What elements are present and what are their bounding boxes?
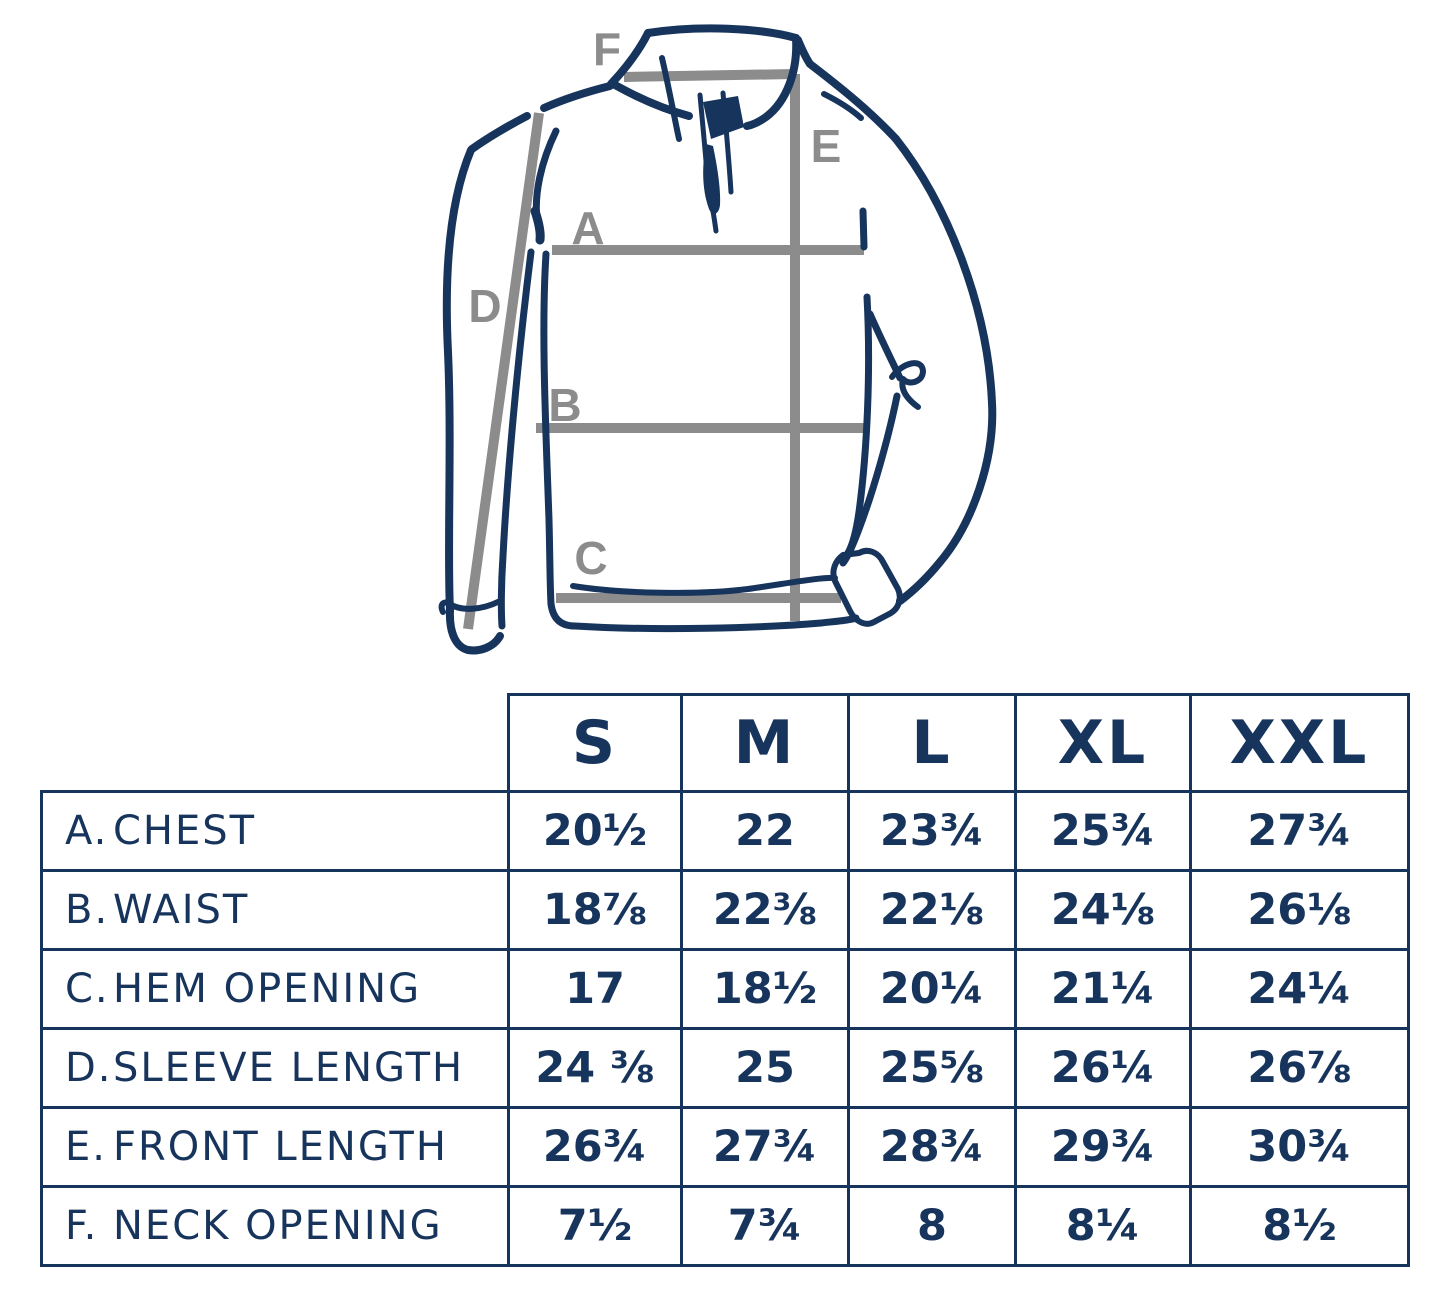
cell-value: 26¾ bbox=[507, 1106, 683, 1188]
shoulder-left-lower bbox=[468, 112, 531, 153]
zipper-slider bbox=[703, 144, 721, 214]
row-name: WAIST bbox=[113, 887, 250, 933]
collar-right-inner bbox=[821, 91, 864, 121]
row-key: C. bbox=[65, 966, 110, 1012]
measurement-lines bbox=[463, 69, 864, 630]
table-row-sleeve-length: D.SLEEVE LENGTH 24 ⅜ 25 25⅝ 26¼ 26⅞ bbox=[40, 1027, 1410, 1109]
size-header-row: S M L XL XXL bbox=[41, 693, 1410, 793]
measure-label-a: A bbox=[571, 202, 604, 254]
row-label: B.WAIST bbox=[40, 869, 510, 951]
size-header-xl: XL bbox=[1014, 693, 1192, 793]
cell-value: 22⅛ bbox=[847, 869, 1017, 951]
row-key: A. bbox=[65, 808, 109, 854]
collar-left-edge bbox=[607, 29, 652, 88]
cell-value: 20½ bbox=[507, 790, 683, 872]
cell-value: 23¾ bbox=[847, 790, 1017, 872]
row-label: F. NECK OPENING bbox=[40, 1185, 510, 1267]
row-key: B. bbox=[65, 887, 110, 933]
cell-value: 7½ bbox=[507, 1185, 683, 1267]
size-header-l: L bbox=[847, 693, 1017, 793]
row-key: E. bbox=[65, 1124, 107, 1170]
measure-line-f bbox=[623, 69, 795, 82]
cuff-left-line bbox=[438, 598, 503, 615]
zipper-tail bbox=[709, 203, 719, 234]
cell-value: 26⅞ bbox=[1189, 1027, 1410, 1109]
measurement-letters: F E A D B C bbox=[468, 23, 841, 584]
size-header-s: S bbox=[507, 693, 683, 793]
table-row-front-length: E. FRONT LENGTH 26¾ 27¾ 28¾ 29¾ 30¾ bbox=[40, 1106, 1410, 1188]
cuff-left-bottom bbox=[464, 632, 504, 655]
row-label: C.HEM OPENING bbox=[40, 948, 510, 1030]
collar-right-sweep bbox=[743, 34, 801, 130]
sleeve-right-inner-upper bbox=[866, 310, 904, 382]
row-name: HEM OPENING bbox=[113, 966, 422, 1012]
row-label: A. CHEST bbox=[40, 790, 510, 872]
table-row-neck-opening: F. NECK OPENING 7½ 7¾ 8 8¼ 8½ bbox=[40, 1185, 1410, 1267]
cell-value: 18⅞ bbox=[507, 869, 683, 951]
row-name: CHEST bbox=[113, 808, 257, 854]
zipper-pull bbox=[703, 96, 744, 139]
row-name: SLEEVE LENGTH bbox=[113, 1045, 465, 1091]
garment-diagram: F E A D B C bbox=[438, 23, 997, 655]
size-header-m: M bbox=[680, 693, 850, 793]
cell-value: 18½ bbox=[680, 948, 850, 1030]
cell-value: 24⅛ bbox=[1014, 869, 1192, 951]
cell-value: 7¾ bbox=[680, 1185, 850, 1267]
row-key: D. bbox=[65, 1045, 113, 1091]
shoulder-left-upper bbox=[540, 82, 614, 112]
row-name: FRONT LENGTH bbox=[113, 1124, 448, 1170]
cell-value: 17 bbox=[507, 948, 683, 1030]
table-row-hem-opening: C.HEM OPENING 17 18½ 20¼ 21¼ 24¼ bbox=[40, 948, 1410, 1030]
cell-value: 24 ⅜ bbox=[507, 1027, 683, 1109]
measure-label-f: F bbox=[593, 23, 621, 75]
shoulder-right bbox=[794, 36, 900, 143]
cell-value: 22 bbox=[680, 790, 850, 872]
sleeve-right-outer bbox=[892, 135, 997, 605]
hem-bottom bbox=[547, 600, 860, 633]
hem-top bbox=[570, 574, 838, 596]
armpit-left bbox=[530, 206, 545, 245]
cell-value: 29¾ bbox=[1014, 1106, 1192, 1188]
cell-value: 8¼ bbox=[1014, 1185, 1192, 1267]
cell-value: 27¾ bbox=[1189, 790, 1410, 872]
measure-label-d: D bbox=[468, 280, 501, 332]
elbow-flourish bbox=[889, 360, 926, 410]
garment-outline bbox=[438, 24, 997, 655]
measure-label-b: B bbox=[548, 379, 581, 431]
cell-value: 26⅛ bbox=[1189, 869, 1410, 951]
cuff-right bbox=[830, 547, 903, 627]
cell-value: 26¼ bbox=[1014, 1027, 1192, 1109]
cell-value: 28¾ bbox=[847, 1106, 1017, 1188]
cell-value: 22⅜ bbox=[680, 869, 850, 951]
measure-label-e: E bbox=[811, 120, 842, 172]
measure-line-d bbox=[463, 112, 544, 630]
table-row-waist: B.WAIST 18⅞ 22⅜ 22⅛ 24⅛ 26⅛ bbox=[40, 869, 1410, 951]
header-spacer bbox=[41, 694, 509, 792]
cell-value: 20¼ bbox=[847, 948, 1017, 1030]
cell-value: 27¾ bbox=[680, 1106, 850, 1188]
collar-top bbox=[644, 24, 800, 42]
row-label: D.SLEEVE LENGTH bbox=[40, 1027, 510, 1109]
neckline bbox=[611, 81, 693, 120]
cell-value: 30¾ bbox=[1189, 1106, 1410, 1188]
cell-value: 24¼ bbox=[1189, 948, 1410, 1030]
cell-value: 25⅝ bbox=[847, 1027, 1017, 1109]
cell-value: 25¾ bbox=[1014, 790, 1192, 872]
measure-label-c: C bbox=[574, 532, 607, 584]
cell-value: 21¼ bbox=[1014, 948, 1192, 1030]
cell-value: 8½ bbox=[1189, 1185, 1410, 1267]
size-chart-table: S M L XL XXL A. CHEST 20½ 22 23¾ 25¾ 27¾ … bbox=[40, 693, 1410, 1267]
cell-value: 8 bbox=[847, 1185, 1017, 1267]
body-right-seam-dash bbox=[859, 207, 868, 251]
table-row-chest: A. CHEST 20½ 22 23¾ 25¾ 27¾ bbox=[40, 790, 1410, 872]
row-key: F. bbox=[65, 1203, 99, 1249]
sleeve-left-outer bbox=[442, 146, 475, 654]
body-left-seam bbox=[540, 250, 555, 608]
collar-left-inner bbox=[659, 55, 682, 142]
row-label: E. FRONT LENGTH bbox=[40, 1106, 510, 1188]
size-header-xxl: XXL bbox=[1189, 693, 1410, 793]
row-name: NECK OPENING bbox=[113, 1203, 443, 1249]
cell-value: 25 bbox=[680, 1027, 850, 1109]
